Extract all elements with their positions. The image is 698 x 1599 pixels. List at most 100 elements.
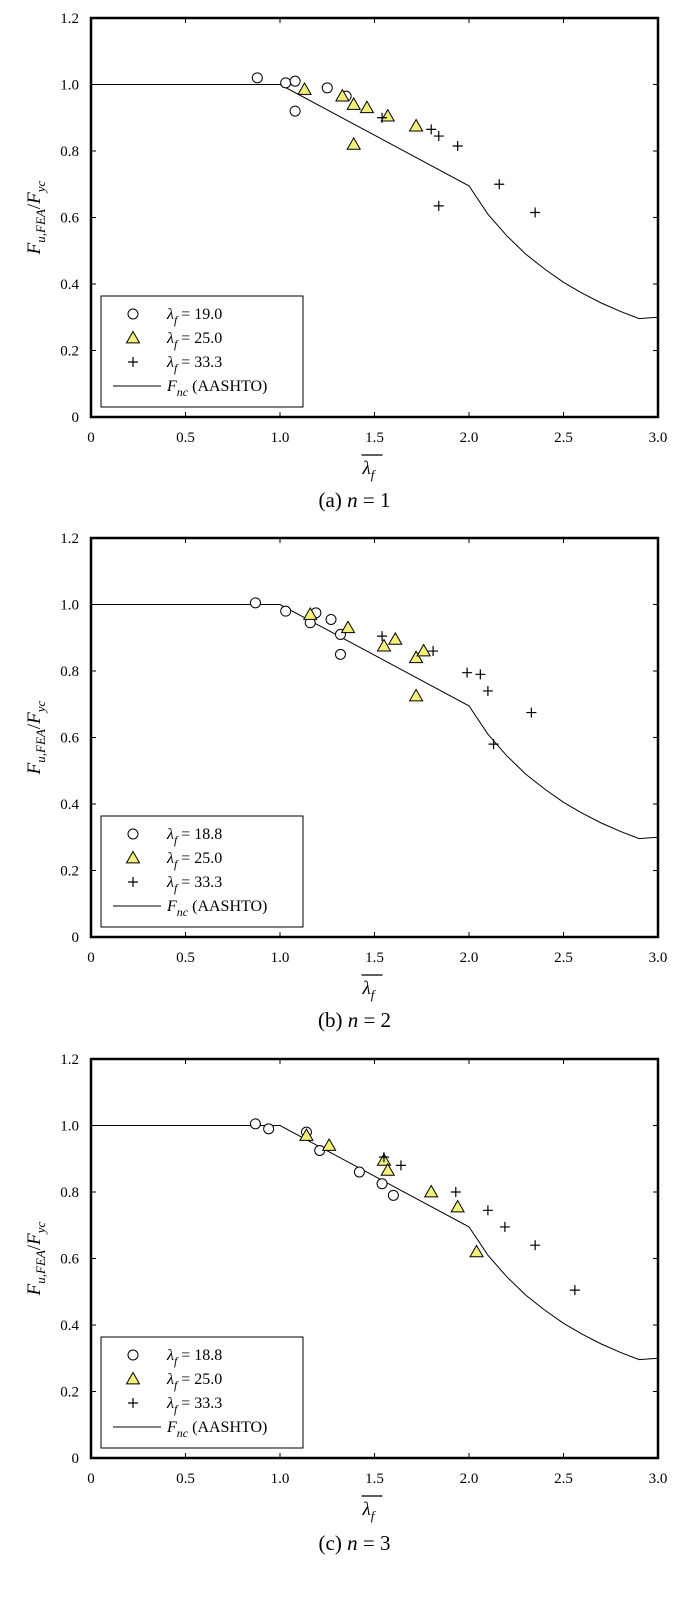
data-point-triangle [376, 638, 392, 652]
data-point-plus [475, 669, 486, 680]
data-point-circle [376, 1178, 388, 1190]
series-plus [377, 112, 541, 218]
data-point-triangle [408, 688, 424, 702]
legend-entry: Fnc (AASHTO) [166, 898, 267, 919]
legend-marker-plus [128, 357, 138, 367]
data-point-triangle [335, 88, 350, 102]
y-tick-label: 1.2 [60, 1052, 79, 1068]
legend-marker-circle [127, 828, 139, 840]
series-line-fnc-aashto [91, 604, 659, 840]
data-point-plus [433, 200, 444, 211]
y-tick-label: 1.0 [60, 78, 79, 94]
x-tick-label: 2.5 [554, 1471, 573, 1487]
data-point-circle [249, 597, 261, 609]
data-point-circle [321, 82, 333, 94]
data-point-plus [426, 124, 437, 135]
data-point-circle [289, 75, 301, 87]
legend-entry: Fnc (AASHTO) [166, 1419, 267, 1440]
data-point-triangle [387, 631, 403, 645]
figure-caption: (c) n = 3 [319, 1531, 391, 1555]
x-axis-label: λf [362, 1499, 377, 1523]
data-point-plus [378, 1152, 389, 1163]
x-tick-label: 2.0 [460, 430, 479, 446]
legend-entry: λf = 25.0 [166, 330, 222, 351]
x-tick-label: 1.5 [365, 1471, 384, 1487]
legend: λf = 19.0 λf = 25.0 λf = 33.3 Fnc (AASHTO) [100, 295, 304, 408]
data-point-circle [263, 1123, 275, 1135]
data-point-plus [482, 685, 493, 696]
data-point-plus [395, 1160, 406, 1171]
series-triangle [297, 81, 424, 150]
data-point-triangle [297, 81, 312, 95]
data-point-plus [499, 1221, 510, 1232]
x-tick-label: 0.5 [176, 1471, 195, 1487]
y-tick-label: 0.8 [60, 664, 79, 680]
data-point-plus [569, 1285, 580, 1296]
series-circle [249, 1118, 399, 1201]
chart-panel-2: 0 0.5 1.0 1.5 2.0 2.5 3.0 0 0.2 0.4 0.6 0.8 1.0 1.2 Fu… [24, 531, 667, 1032]
data-point-circle [251, 72, 263, 84]
legend-entry: λf = 19.0 [166, 306, 222, 327]
y-tick-label: 0.2 [60, 1385, 79, 1401]
legend-entry: λf = 25.0 [166, 850, 222, 871]
data-point-plus [488, 739, 499, 750]
legend-entry: λf = 33.3 [166, 1395, 222, 1416]
y-tick-label: 0.6 [60, 211, 79, 227]
data-point-triangle [340, 620, 356, 634]
x-tick-label: 2.0 [460, 950, 479, 966]
y-tick-label: 0 [72, 410, 80, 426]
data-point-plus [526, 707, 537, 718]
data-point-plus [530, 207, 541, 218]
legend-marker-triangle [125, 850, 141, 864]
data-point-triangle [321, 1137, 337, 1151]
legend-entry: λf = 33.3 [166, 354, 222, 375]
legend-entry: λf = 18.8 [166, 1347, 222, 1368]
x-tick-label: 0 [87, 1471, 95, 1487]
data-point-triangle [469, 1244, 484, 1258]
series-plus [378, 1152, 580, 1296]
legend-marker-circle [127, 308, 139, 320]
x-tick-label: 1.5 [365, 950, 384, 966]
x-tick-label: 3.0 [649, 1471, 668, 1487]
y-tick-label: 0.4 [60, 277, 79, 293]
series-triangle [302, 606, 432, 702]
data-point-plus [530, 1240, 541, 1251]
y-tick-label: 1.0 [60, 598, 79, 614]
y-tick-label: 0.2 [60, 344, 79, 360]
data-point-plus [450, 1187, 461, 1197]
x-tick-label: 1.5 [365, 430, 384, 446]
data-point-plus [462, 667, 473, 678]
legend-entry: λf = 25.0 [166, 1371, 222, 1392]
chart-panel-1: 0 0.5 1.0 1.5 2.0 2.5 3.0 0 0.2 0.4 0.6 0.8 1.0 1.2 Fu… [24, 11, 667, 512]
data-point-circle [289, 105, 301, 117]
figure-caption: (a) n = 1 [319, 488, 391, 512]
data-point-triangle [359, 100, 375, 114]
data-point-circle [280, 77, 292, 89]
x-tick-label: 2.5 [554, 950, 573, 966]
data-point-circle [280, 605, 292, 617]
y-tick-label: 0.6 [60, 1252, 79, 1268]
data-point-plus [377, 631, 388, 642]
y-tick-label: 1.2 [60, 11, 79, 27]
data-point-circle [249, 1118, 261, 1130]
y-tick-label: 0.4 [60, 797, 79, 813]
data-point-triangle [408, 118, 424, 132]
x-tick-label: 3.0 [649, 950, 668, 966]
y-tick-label: 0.8 [60, 144, 79, 160]
data-point-plus [428, 646, 439, 657]
legend-marker-plus [128, 877, 138, 887]
data-point-plus [482, 1205, 493, 1216]
chart-panel-3: 0 0.5 1.0 1.5 2.0 2.5 3.0 0 0.2 0.4 0.6 0.8 1.0 1.2 Fu… [24, 1052, 667, 1555]
legend: λf = 18.8 λf = 25.0 λf = 33.3 Fnc (AASHTO) [100, 1336, 304, 1449]
data-point-triangle [346, 136, 362, 150]
y-tick-label: 0.8 [60, 1185, 79, 1201]
y-tick-label: 1.0 [60, 1119, 79, 1135]
data-point-triangle [380, 108, 396, 122]
data-point-circle [387, 1189, 399, 1201]
y-axis-label: Fu,FEA/Fyc [24, 700, 48, 775]
y-tick-label: 0.6 [60, 731, 79, 747]
legend-entry: λf = 18.8 [166, 826, 222, 847]
data-point-triangle [299, 1127, 314, 1141]
x-tick-label: 3.0 [649, 430, 668, 446]
